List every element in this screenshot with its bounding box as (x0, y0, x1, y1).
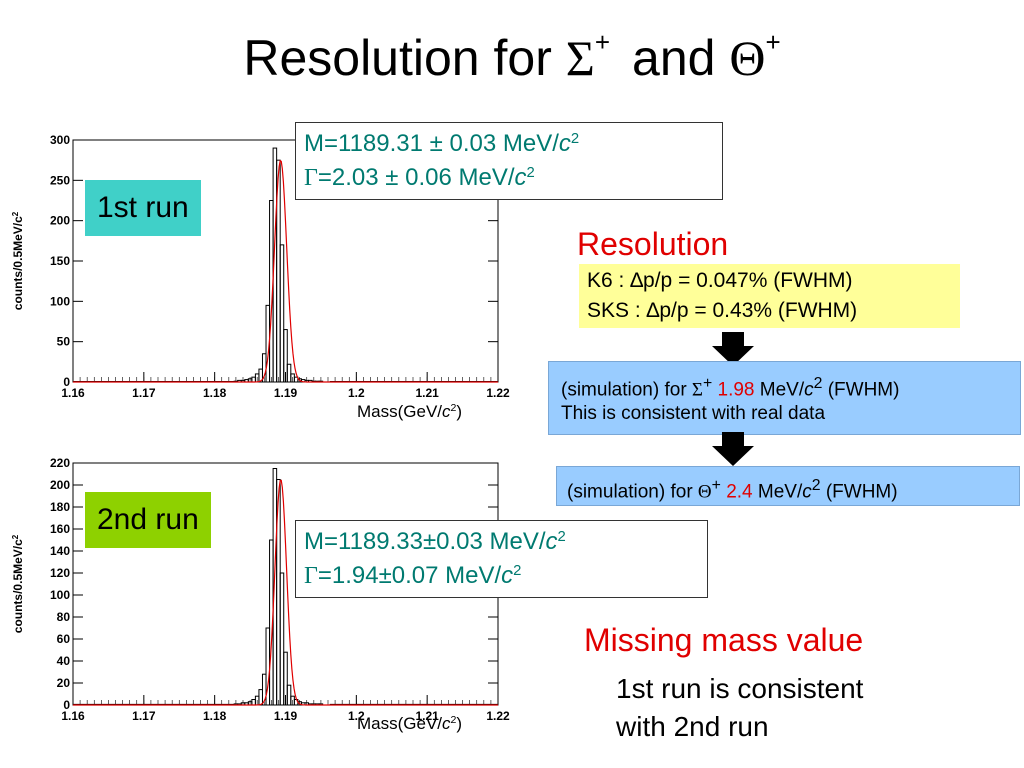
histogram-bar (286, 684, 292, 706)
x-tick-label: 1.16 (61, 709, 85, 723)
k6-resolution: K6 : ∆p/p = 0.047% (FWHM) (587, 269, 853, 292)
y-axis-label: counts/0.5MeV/c2 (11, 211, 25, 310)
histogram-bar (251, 699, 256, 706)
fit-mass-run1: M=1189.31 ± 0.03 MeV/c2 (304, 130, 580, 157)
y-tick-label: 20 (57, 676, 71, 690)
y-tick-label: 180 (50, 500, 70, 514)
sks-resolution: SKS : ∆p/p = 0.43% (FWHM) (587, 299, 858, 322)
sigma-simulation-value: 1.98 (717, 379, 755, 401)
histogram-svg-run1: counts/0.5MeV/c2 0 50 100 150 200 250 300 1.16 1.… (11, 133, 510, 400)
missing-mass-heading: Missing mass value (584, 622, 864, 658)
fit-curve (73, 159, 498, 383)
histogram-svg-run2: counts/0.5MeV/c2 0 20 40 60 80 100 120 140 160 180… (11, 456, 510, 723)
title-prefix: Resolution for (243, 30, 566, 86)
x-tick-label: 1.21 (415, 709, 439, 723)
x-tick-label: 1.19 (274, 386, 298, 400)
histogram-bar (286, 363, 292, 383)
x-tick-label: 1.19 (274, 709, 298, 723)
y-tick-label: 200 (50, 214, 70, 228)
y-tick-label: 60 (57, 632, 71, 646)
theta-simulation-line: (simulation) for Θ+ 2.4 MeV/c2 (FWHM) (567, 477, 898, 503)
y-tick-label: 120 (50, 566, 70, 580)
y-tick-label: 100 (50, 294, 70, 308)
down-arrow-icon (712, 432, 754, 466)
theta-simulation-value: 2.4 (726, 481, 753, 503)
x-tick-label: 1.21 (415, 386, 439, 400)
sigma-symbol: Σ (565, 30, 595, 86)
x-tick-label: 1.17 (132, 709, 156, 723)
y-tick-label: 250 (50, 173, 70, 187)
resolution-box: K6 : ∆p/p = 0.047% (FWHM) SKS : ∆p/p = 0… (579, 264, 960, 328)
theta-simulation-box: (simulation) for Θ+ 2.4 MeV/c2 (FWHM) (556, 466, 1020, 506)
histogram-bar (258, 689, 263, 706)
slide-title: Resolution for Σ+ and Θ+ (0, 28, 1024, 88)
run2-label: 2nd run (85, 492, 211, 548)
fit-mass-run2: M=1189.33±0.03 MeV/c2 (304, 528, 566, 555)
histogram-series (73, 468, 498, 706)
y-tick-label: 150 (50, 254, 70, 268)
title-and: and (632, 30, 730, 86)
down-arrow-icon (712, 332, 754, 366)
x-tick-label: 1.22 (486, 709, 510, 723)
x-tick-label: 1.2 (348, 709, 365, 723)
histogram-bar (279, 572, 285, 706)
y-tick-label: 0 (63, 375, 70, 389)
histogram-bar (283, 329, 288, 383)
x-tick-label: 1.18 (203, 386, 227, 400)
y-tick-label: 140 (50, 544, 70, 558)
y-tick-label: 100 (50, 588, 70, 602)
missing-mass-conclusion: 1st run is consistent with 2nd run (616, 673, 864, 742)
y-tick-label: 0 (63, 698, 70, 712)
sigma-simulation-line: (simulation) for Σ+ 1.98 MeV/c2 (FWHM) (561, 375, 900, 401)
histogram-plot-run2: counts/0.5MeV/c2 0 20 40 60 80 100 120 140 160 180… (0, 443, 530, 743)
sigma-simulation-box: (simulation) for Σ+ 1.98 MeV/c2 (FWHM) T… (548, 361, 1021, 435)
fit-result-box-run2: M=1189.33±0.03 MeV/c2 Γ=1.94±0.07 MeV/c2 (295, 520, 708, 598)
x-tick-label: 1.18 (203, 709, 227, 723)
fit-curve (73, 479, 498, 706)
theta-charge: + (765, 27, 781, 57)
y-tick-label: 80 (57, 610, 71, 624)
histogram-bar (251, 376, 256, 383)
x-tick-label: 1.17 (132, 386, 156, 400)
sigma-simulation-note: This is consistent with real data (561, 403, 826, 425)
fit-width-run1: Γ=2.03 ± 0.06 MeV/c2 (304, 164, 535, 191)
y-axis-label: counts/0.5MeV/c2 (11, 534, 25, 633)
y-tick-label: 220 (50, 456, 70, 470)
x-tick-label: 1.2 (348, 386, 365, 400)
x-tick-label: 1.22 (486, 386, 510, 400)
run1-label: 1st run (85, 180, 201, 236)
histogram-bar (279, 244, 285, 383)
y-tick-label: 200 (50, 478, 70, 492)
resolution-heading: Resolution (577, 226, 729, 262)
fit-width-run2: Γ=1.94±0.07 MeV/c2 (304, 562, 522, 589)
y-tick-label: 300 (50, 133, 70, 147)
x-tick-label: 1.16 (61, 386, 85, 400)
x-axis-label-run2: Mass(GeV/c2) (357, 714, 463, 733)
histogram-plot-run1: counts/0.5MeV/c2 0 50 100 150 200 250 300 1.16 1.… (0, 120, 530, 420)
histogram-bar (283, 651, 288, 706)
x-axis-label-run1: Mass(GeV/c2) (357, 402, 463, 421)
theta-symbol: Θ (729, 30, 766, 86)
y-tick-label: 40 (57, 654, 71, 668)
sigma-charge: + (594, 27, 611, 57)
y-tick-label: 50 (57, 335, 71, 349)
fit-result-box-run1: M=1189.31 ± 0.03 MeV/c2 Γ=2.03 ± 0.06 Me… (295, 122, 723, 200)
y-tick-label: 160 (50, 522, 70, 536)
